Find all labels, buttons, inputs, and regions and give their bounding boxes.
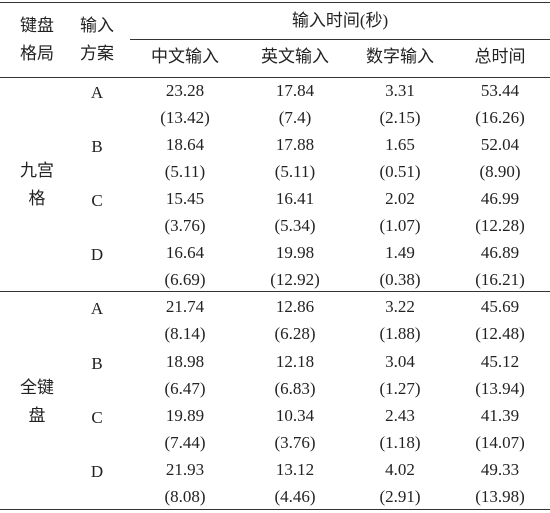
- sd-cell: (12.48): [475, 324, 525, 344]
- scheme-cell: D: [90, 461, 104, 481]
- sd-cell: (14.07): [475, 432, 525, 452]
- value-cell: 2.43: [385, 405, 415, 425]
- value-cell: 2.02: [385, 188, 415, 208]
- sd-cell: (6.28): [274, 324, 316, 344]
- sd-cell: (2.15): [379, 107, 421, 127]
- group-label: 全键盘: [20, 378, 54, 426]
- value-cell: 15.45: [165, 188, 205, 208]
- sd-cell: (0.51): [379, 161, 421, 181]
- value-cell: 18.64: [165, 134, 205, 154]
- header-cell: 输入时间(秒): [291, 11, 389, 30]
- sd-cell: (1.27): [379, 378, 421, 398]
- scheme-cell: C: [91, 407, 103, 427]
- value-cell: 1.65: [385, 134, 415, 154]
- value-cell: 53.44: [480, 80, 520, 100]
- header-cell: 英文输入: [261, 47, 329, 66]
- value-cell: 4.02: [385, 459, 415, 479]
- value-cell: 23.28: [165, 80, 205, 100]
- sd-cell: (1.07): [379, 216, 421, 236]
- sd-cell: (6.69): [164, 270, 206, 290]
- sd-cell: (8.90): [479, 161, 521, 181]
- sd-cell: (12.92): [270, 270, 320, 290]
- value-cell: 21.93: [165, 459, 205, 479]
- sd-cell: (13.42): [160, 107, 210, 127]
- sd-cell: (16.26): [475, 107, 525, 127]
- group-divider: [0, 291, 550, 292]
- sd-cell: (7.44): [164, 432, 206, 452]
- value-cell: 52.04: [480, 134, 520, 154]
- value-cell: 18.98: [165, 351, 205, 371]
- value-cell: 19.89: [165, 405, 205, 425]
- sd-cell: (1.88): [379, 324, 421, 344]
- value-cell: 49.33: [480, 459, 520, 479]
- value-cell: 12.86: [275, 297, 315, 317]
- sd-cell: (6.83): [274, 378, 316, 398]
- value-cell: 3.31: [385, 80, 415, 100]
- sd-cell: (3.76): [274, 432, 316, 452]
- header-cell: 中文输入: [151, 47, 219, 66]
- scheme-cell: D: [90, 245, 104, 265]
- scheme-cell: B: [91, 353, 103, 373]
- value-cell: 10.34: [275, 405, 315, 425]
- group-rule: [130, 39, 550, 40]
- sd-cell: (7.4): [278, 107, 312, 127]
- header-cell: 总时间: [474, 47, 526, 66]
- value-cell: 45.69: [480, 297, 520, 317]
- scheme-cell: C: [91, 190, 103, 210]
- header-cell: 输入方案: [80, 16, 114, 63]
- sd-cell: (0.38): [379, 270, 421, 290]
- sd-cell: (1.18): [379, 432, 421, 452]
- value-cell: 21.74: [165, 297, 205, 317]
- sd-cell: (5.34): [274, 216, 316, 236]
- value-cell: 16.41: [275, 188, 315, 208]
- sd-cell: (2.91): [379, 487, 421, 507]
- value-cell: 46.89: [480, 243, 520, 263]
- sd-cell: (8.14): [164, 324, 206, 344]
- value-cell: 3.22: [385, 297, 415, 317]
- header-rule: [0, 77, 550, 78]
- value-cell: 41.39: [480, 405, 520, 425]
- sd-cell: (3.76): [164, 216, 206, 236]
- sd-cell: (6.47): [164, 378, 206, 398]
- sd-cell: (5.11): [274, 161, 316, 181]
- scheme-cell: A: [90, 82, 104, 102]
- value-cell: 17.88: [275, 134, 315, 154]
- value-cell: 1.49: [385, 243, 415, 263]
- scheme-cell: B: [91, 136, 103, 156]
- value-cell: 45.12: [480, 351, 520, 371]
- sd-cell: (12.28): [475, 216, 525, 236]
- sd-cell: (8.08): [164, 487, 206, 507]
- value-cell: 19.98: [275, 243, 315, 263]
- sd-cell: (13.94): [475, 378, 525, 398]
- value-cell: 46.99: [480, 188, 520, 208]
- value-cell: 17.84: [275, 80, 315, 100]
- value-cell: 3.04: [385, 351, 415, 371]
- value-cell: 12.18: [275, 351, 315, 371]
- value-cell: 16.64: [165, 243, 205, 263]
- header-cell: 数字输入: [366, 47, 434, 66]
- scheme-cell: A: [90, 299, 104, 319]
- sd-cell: (13.98): [475, 487, 525, 507]
- sd-cell: (16.21): [475, 270, 525, 290]
- top-rule: [0, 2, 550, 3]
- group-label: 九宫格: [20, 161, 54, 209]
- header-cell: 键盘格局: [20, 16, 54, 63]
- sd-cell: (5.11): [164, 161, 206, 181]
- sd-cell: (4.46): [274, 487, 316, 507]
- bottom-rule: [0, 509, 550, 510]
- value-cell: 13.12: [275, 459, 315, 479]
